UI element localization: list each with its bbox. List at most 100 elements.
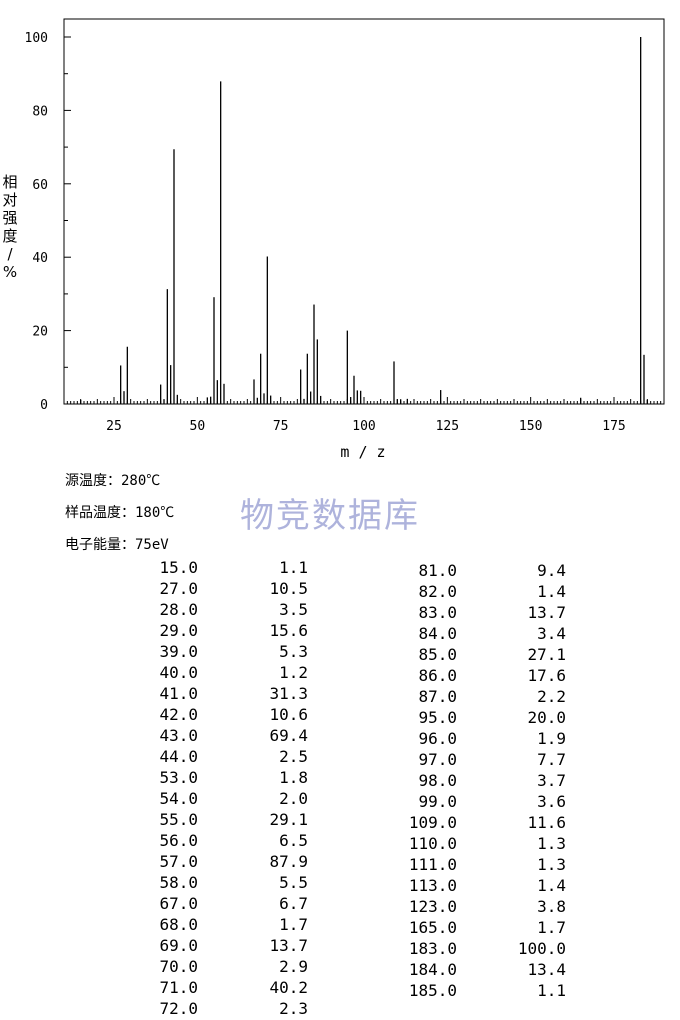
peak-intensity: 3.5 — [279, 600, 308, 619]
peak-intensity: 1.1 — [279, 558, 308, 577]
peak-intensity: 3.8 — [537, 897, 566, 916]
peak-intensity: 10.5 — [269, 579, 308, 598]
peak-mz: 183.0 — [408, 939, 457, 958]
sample-temperature: 样品温度：180℃ — [65, 505, 175, 521]
y-axis-label: 相对强度 /% — [2, 173, 18, 281]
peak-mz: 53.0 — [159, 768, 198, 787]
peak-mz: 71.0 — [159, 978, 198, 997]
peak-intensity: 10.6 — [269, 705, 308, 724]
peak-mz: 109.0 — [408, 813, 457, 832]
peak-mz: 97.0 — [418, 750, 457, 769]
source-temperature: 源温度：280℃ — [65, 473, 161, 489]
peak-intensity: 13.4 — [527, 960, 566, 979]
mass-spectrum-chart: 25 50 75 100 125 150 175 0 20 40 60 80 100 m / z — [25, 18, 665, 461]
peak-mz: 96.0 — [418, 729, 457, 748]
x-tick-label: 50 — [190, 419, 206, 434]
peak-intensity: 2.9 — [279, 957, 308, 976]
peak-mz: 184.0 — [408, 960, 457, 979]
x-tick-label: 75 — [273, 419, 289, 434]
peak-intensity: 69.4 — [269, 726, 308, 745]
peak-mz: 72.0 — [159, 999, 198, 1018]
peak-intensity: 87.9 — [269, 852, 308, 871]
peak-mz: 123.0 — [408, 897, 457, 916]
peak-mz: 68.0 — [159, 915, 198, 934]
peak-intensity: 27.1 — [527, 645, 566, 664]
peak-intensity: 1.3 — [537, 834, 566, 853]
peak-intensity: 1.2 — [279, 663, 308, 682]
peak-mz: 83.0 — [418, 603, 457, 622]
peak-mz: 56.0 — [159, 831, 198, 850]
peak-mz: 84.0 — [418, 624, 457, 643]
peak-intensity: 6.7 — [279, 894, 308, 913]
peak-intensity: 1.1 — [537, 981, 566, 1000]
electron-energy: 电子能量：75eV — [65, 537, 169, 553]
peak-mz: 85.0 — [418, 645, 457, 664]
peak-intensity: 7.7 — [537, 750, 566, 769]
peak-intensity: 3.7 — [537, 771, 566, 790]
peak-intensity: 3.6 — [537, 792, 566, 811]
peak-intensity: 2.2 — [537, 687, 566, 706]
x-tick-label: 100 — [352, 419, 375, 434]
peak-mz: 40.0 — [159, 663, 198, 682]
peak-mz: 70.0 — [159, 957, 198, 976]
y-tick-label: 80 — [32, 104, 48, 119]
y-tick-label: 100 — [25, 31, 48, 46]
peak-intensity: 3.4 — [537, 624, 566, 643]
x-axis-label: m / z — [340, 443, 385, 461]
peak-intensity: 13.7 — [527, 603, 566, 622]
peak-mz: 165.0 — [408, 918, 457, 937]
peak-mz: 113.0 — [408, 876, 457, 895]
peak-mz: 41.0 — [159, 684, 198, 703]
peak-mz: 29.0 — [159, 621, 198, 640]
peak-mz: 67.0 — [159, 894, 198, 913]
peak-mz: 39.0 — [159, 642, 198, 661]
peak-mz: 110.0 — [408, 834, 457, 853]
peak-intensity: 15.6 — [269, 621, 308, 640]
x-tick-label: 25 — [106, 419, 122, 434]
peak-intensity: 1.8 — [279, 768, 308, 787]
peak-intensity: 6.5 — [279, 831, 308, 850]
peak-intensity: 29.1 — [269, 810, 308, 829]
x-tick-label: 150 — [519, 419, 542, 434]
peak-intensity: 13.7 — [269, 936, 308, 955]
peak-mz: 28.0 — [159, 600, 198, 619]
peak-intensity: 1.3 — [537, 855, 566, 874]
peak-intensity: 9.4 — [537, 561, 566, 580]
y-tick-label: 20 — [32, 325, 48, 340]
peak-mz: 55.0 — [159, 810, 198, 829]
peak-mz: 42.0 — [159, 705, 198, 724]
peak-mz: 185.0 — [408, 981, 457, 1000]
y-tick-label: 60 — [32, 178, 48, 193]
peak-intensity: 40.2 — [269, 978, 308, 997]
peak-intensity: 1.9 — [537, 729, 566, 748]
peak-intensity: 20.0 — [527, 708, 566, 727]
y-tick-label: 0 — [40, 398, 48, 413]
peak-mz: 69.0 — [159, 936, 198, 955]
peak-mz: 15.0 — [159, 558, 198, 577]
peak-mz: 44.0 — [159, 747, 198, 766]
peak-intensity: 1.7 — [279, 915, 308, 934]
peak-intensity: 2.0 — [279, 789, 308, 808]
peak-mz: 58.0 — [159, 873, 198, 892]
peak-mz: 57.0 — [159, 852, 198, 871]
peak-mz: 54.0 — [159, 789, 198, 808]
peak-intensity: 5.5 — [279, 873, 308, 892]
peak-mz: 43.0 — [159, 726, 198, 745]
x-tick-label: 125 — [436, 419, 459, 434]
peak-intensity: 1.4 — [537, 582, 566, 601]
peak-mz: 111.0 — [408, 855, 457, 874]
peak-mz: 27.0 — [159, 579, 198, 598]
peak-mz: 95.0 — [418, 708, 457, 727]
peak-mz: 99.0 — [418, 792, 457, 811]
plot-frame — [63, 18, 665, 405]
peak-intensity: 2.5 — [279, 747, 308, 766]
peak-intensity: 100.0 — [517, 939, 566, 958]
peak-intensity: 1.4 — [537, 876, 566, 895]
peak-intensity: 1.7 — [537, 918, 566, 937]
peak-intensity: 11.6 — [527, 813, 566, 832]
peak-mz: 86.0 — [418, 666, 457, 685]
y-tick-label: 40 — [32, 251, 48, 266]
watermark: 物竞数据库 — [240, 496, 420, 536]
peak-intensity: 2.3 — [279, 999, 308, 1018]
peak-intensity: 5.3 — [279, 642, 308, 661]
